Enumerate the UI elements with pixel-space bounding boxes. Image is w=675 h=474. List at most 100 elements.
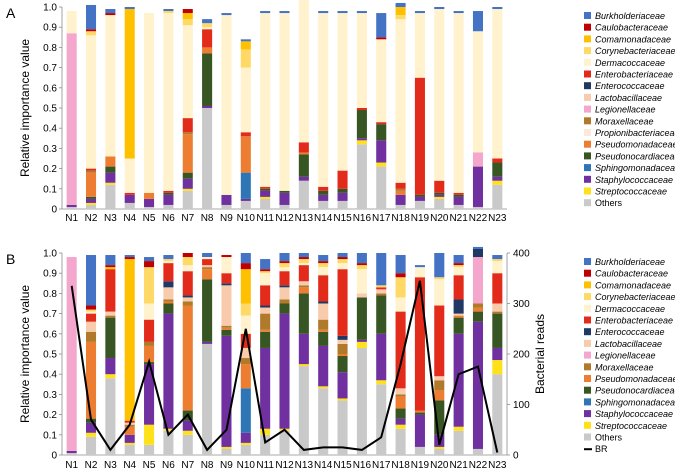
bar-segment-comamonadaceae-n10 (240, 41, 251, 50)
bar-segment-enterobacteriaceae-n8 (202, 29, 213, 48)
bar-segment-burkholderiaceae-n17 (376, 253, 387, 286)
legend-swatch-sphingomonadaceae (584, 164, 591, 172)
bar-segment-dermacoccaceae-n18 (395, 19, 406, 183)
bar-segment-pseudomonadaceae-n8 (202, 269, 213, 280)
bar-segment-moraxellaceae-n13 (298, 285, 309, 288)
legend-label-caulobacteraceae: Caulobacteraceae (595, 23, 668, 33)
bar-segment-staphylococcaceae-n1 (66, 450, 77, 453)
bar-segment-comamonadaceae-n7 (182, 13, 193, 20)
bar-segment-streptococcaceae-n10 (240, 442, 251, 445)
bar-segment-pseudomonadaceae-n9 (221, 327, 232, 330)
bar-segment-staphylococcaceae-n7 (182, 178, 193, 189)
bar-segment-pseudonocardiaceae-n21 (453, 317, 464, 334)
bar-segment-burkholderiaceae-n20 (434, 253, 445, 278)
bar-segment-streptococcaceae-n20 (434, 446, 445, 449)
bar-segment-pseudomonadaceae-n20 (434, 390, 445, 401)
br-line (70, 280, 499, 453)
bar-segment-enterobacteriaceae-n12 (279, 271, 290, 286)
bar-segment-others-n12 (279, 430, 290, 455)
bar-segment-enterobacteriaceae-n5 (144, 319, 155, 342)
legend-label-pseudomonadaceae: Pseudomonadaceae (595, 140, 675, 150)
bar-segment-pseudomonadaceae-n19 (414, 410, 425, 413)
bar-segment-enterobacteriaceae-n3 (105, 269, 116, 312)
legend-label-br: BR (595, 444, 608, 454)
bar-segment-pseudonocardiaceae-n2 (85, 196, 97, 199)
bar-segment-moraxellaceae-n20 (434, 380, 445, 391)
legend-swatch-staphylococcaceae (584, 175, 591, 183)
bar-segment-pseudomonadaceae-n5 (144, 192, 155, 199)
bar-segment-pseudonocardiaceae-n3 (105, 166, 116, 173)
bar-segment-streptococcaceae-n16 (356, 341, 367, 348)
bar-segment-burkholderiaceae-n23 (492, 7, 503, 10)
bar-segment-staphylococcaceae-n23 (492, 347, 503, 361)
bar-segment-moraxellaceae-n2 (85, 170, 97, 173)
bar-segment-enterobacteriaceae-n23 (492, 158, 503, 163)
bar-segment-pseudomonadaceae-n21 (453, 315, 464, 318)
bar-segment-dermacoccaceae-n5 (144, 303, 155, 320)
bar-segment-pseudonocardiaceae-n13 (298, 154, 309, 177)
y-tick-label: 0.4 (43, 124, 57, 135)
bar-segment-staphylococcaceae-n2 (85, 422, 97, 433)
y2-tick-label: 0 (513, 451, 519, 462)
bar-segment-corynebacteriaceae-n18 (395, 15, 406, 20)
bar-segment-streptococcaceae-n17 (376, 380, 387, 385)
bar-segment-pseudonocardiaceae-n11 (260, 188, 271, 191)
bar-segment-burkholderiaceae-n18 (395, 255, 406, 274)
bar-segment-dermacoccaceae-n2 (85, 311, 97, 314)
y2-tick-label: 400 (513, 249, 530, 260)
bar-segment-staphylococcaceae-n15 (337, 192, 348, 201)
bar-segment-others-n14 (318, 388, 329, 455)
legend-swatch-others (584, 433, 591, 441)
bar-segment-caulobacteraceae-n12 (279, 261, 290, 264)
legend-label-corynebacteriaceae: Corynebacteriaceae (595, 292, 675, 302)
bar-segment-pseudonocardiaceae-n14 (318, 331, 329, 346)
bar-segment-enterobacteriaceae-n18 (395, 311, 406, 389)
bar-segment-staphylococcaceae-n13 (298, 333, 309, 365)
bar-segment-moraxellaceae-n10 (240, 358, 251, 365)
bar-segment-burkholderiaceae-n6 (163, 255, 174, 260)
y-tick-label: 0.1 (43, 184, 57, 195)
bar-segment-dermacoccaceae-n19 (414, 267, 425, 278)
bar-segment-staphylococcaceae-n11 (260, 190, 271, 197)
bar-segment-others-n11 (260, 198, 271, 209)
bar-segment-staphylococcaceae-n17 (376, 140, 387, 163)
bar-segment-corynebacteriaceae-n2 (85, 309, 97, 312)
bar-segment-caulobacteraceae-n10 (240, 263, 251, 270)
bar-segment-staphylococcaceae-n3 (105, 358, 116, 375)
y-tick-label: 1.0 (43, 3, 57, 14)
legend-label-enterococcaceae: Enterococcaceae (595, 81, 665, 91)
bar-segment-burkholderiaceae-n9 (221, 13, 232, 16)
bar-segment-pseudonocardiaceae-n23 (492, 313, 503, 348)
bar-segment-corynebacteriaceae-n21 (453, 265, 464, 268)
bar-segment-sphingomonadaceae-n10 (240, 388, 251, 433)
bar-segment-moraxellaceae-n12 (279, 299, 290, 304)
bar-segment-enterococcaceae-n11 (260, 305, 271, 308)
bar-segment-pseudonocardiaceae-n11 (260, 331, 271, 348)
x-tick-label-n13: N13 (295, 213, 314, 224)
bar-segment-enterobacteriaceae-n20 (434, 305, 445, 377)
bar-segment-moraxellaceae-n17 (376, 293, 387, 296)
x-tick-label-n21: N21 (449, 213, 468, 224)
bar-segment-pseudonocardiaceae-n7 (182, 172, 193, 179)
bar-segment-burkholderiaceae-n13 (298, 253, 309, 258)
bar-segment-burkholderiaceae-n2 (85, 4, 97, 30)
bar-segment-burkholderiaceae-n8 (202, 253, 213, 258)
bar-segment-pseudonocardiaceae-n8 (202, 279, 213, 342)
bar-segment-dermacoccaceae-n23 (492, 261, 503, 274)
bar-segment-enterobacteriaceae-n9 (221, 273, 232, 284)
legend-label-lactobacillaceae: Lactobacillaceae (595, 339, 662, 349)
bar-segment-comamonadaceae-n3 (105, 267, 116, 270)
bar-segment-corynebacteriaceae-n15 (337, 259, 348, 264)
bar-segment-pseudomonadaceae-n15 (337, 354, 348, 357)
bar-segment-others-n5 (144, 444, 155, 455)
bar-segment-caulobacteraceae-n18 (395, 273, 406, 278)
bar-segment-pseudonocardiaceae-n16 (356, 297, 367, 340)
bar-segment-streptococcaceae-n3 (105, 182, 116, 185)
bar-segment-burkholderiaceae-n3 (105, 9, 116, 14)
y2-axis-label: Bacterial reads (533, 314, 547, 394)
legend-swatch-streptococcaceae (584, 187, 591, 195)
bar-segment-caulobacteraceae-n7 (182, 253, 193, 258)
bar-segment-burkholderiaceae-n16 (356, 253, 367, 264)
bar-segment-enterococcaceae-n15 (337, 335, 348, 340)
bar-segment-others-n10 (240, 200, 251, 209)
